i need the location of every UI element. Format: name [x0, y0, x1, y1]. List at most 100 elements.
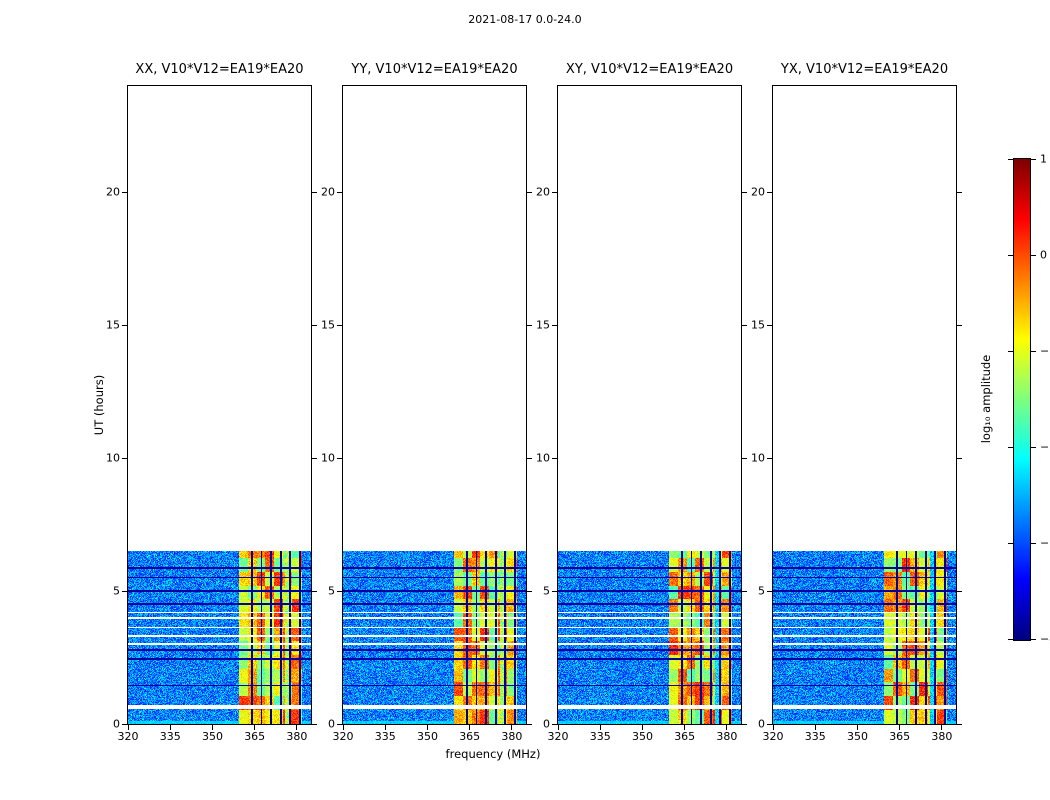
x-tick [557, 725, 559, 730]
y-tick-label: 10 [321, 451, 335, 465]
x-tick [384, 725, 386, 730]
colorbar-tick-label: −4 [1040, 632, 1050, 646]
y-tick [337, 324, 342, 326]
y-tick [767, 723, 772, 725]
spectrogram-canvas-yy [343, 551, 526, 724]
spectrogram-panel-xx: XX, V10*V12=EA19*EA20 0 5 10 15 20 320 335 350 3… [106, 62, 317, 742]
y-tick [337, 191, 342, 193]
y-tick-label: 10 [536, 451, 550, 465]
x-tick-label: 350 [416, 730, 438, 743]
x-tick-label: 380 [716, 730, 738, 743]
y-tick [527, 590, 532, 592]
spectrogram-panel-xy: XY, V10*V12=EA19*EA20 0 5 10 15 20 320 335 350 3… [536, 62, 747, 742]
y-tick [957, 324, 962, 326]
y-tick [742, 191, 747, 193]
y-tick-label: 5 [113, 584, 120, 598]
x-tick-label: 365 [889, 730, 911, 743]
x-tick-label: 350 [201, 730, 223, 743]
colorbar-tick [1008, 446, 1013, 448]
y-tick-label: 5 [758, 584, 765, 598]
y-tick-label: 0 [113, 717, 120, 731]
x-tick [814, 725, 816, 730]
colorbar-tick-label: 1 [1040, 152, 1047, 166]
x-tick-label: 350 [631, 730, 653, 743]
spectrogram-canvas-xx [128, 551, 311, 724]
x-tick [469, 725, 471, 730]
x-tick [726, 725, 728, 730]
y-tick-label: 5 [543, 584, 550, 598]
y-tick [122, 191, 127, 193]
y-tick-label: 15 [321, 318, 335, 332]
y-tick [337, 590, 342, 592]
x-tick [641, 725, 643, 730]
colorbar-label: log₁₀ amplitude [979, 354, 993, 444]
x-tick-label: 320 [762, 730, 784, 743]
y-tick-label: 20 [106, 185, 120, 199]
x-tick [511, 725, 513, 730]
x-tick [254, 725, 256, 730]
colorbar-tick [1031, 638, 1036, 640]
x-tick-label: 335 [589, 730, 611, 743]
colorbar-tick [1008, 350, 1013, 352]
y-tick [122, 324, 127, 326]
y-tick-label: 20 [321, 185, 335, 199]
y-tick [312, 457, 317, 459]
colorbar-tick [1008, 158, 1013, 160]
colorbar-tick [1031, 254, 1036, 256]
y-tick [312, 324, 317, 326]
x-tick [211, 725, 213, 730]
y-tick [957, 191, 962, 193]
x-tick [426, 725, 428, 730]
y-tick [552, 723, 557, 725]
x-tick-label: 320 [547, 730, 569, 743]
y-tick-label: 20 [751, 185, 765, 199]
x-tick-label: 335 [159, 730, 181, 743]
y-tick-label: 15 [106, 318, 120, 332]
x-axis-label: frequency (MHz) [445, 747, 541, 761]
y-tick [767, 590, 772, 592]
x-tick-label: 380 [931, 730, 953, 743]
y-tick [767, 191, 772, 193]
x-tick-label: 365 [244, 730, 266, 743]
y-tick-label: 0 [543, 717, 550, 731]
x-tick-label: 350 [846, 730, 868, 743]
spectrogram-canvas-yx [773, 551, 956, 724]
y-tick [527, 723, 532, 725]
y-tick-label: 0 [328, 717, 335, 731]
x-tick-label: 320 [117, 730, 139, 743]
y-tick [552, 590, 557, 592]
y-tick [742, 590, 747, 592]
colorbar-tick [1008, 542, 1013, 544]
y-tick [527, 457, 532, 459]
colorbar-tick-label: −2 [1040, 440, 1050, 454]
colorbar-tick-label: −1 [1040, 344, 1050, 358]
y-tick [312, 191, 317, 193]
colorbar: 1 0 −1 −2 −3 −4 [1008, 154, 1050, 645]
y-tick [122, 457, 127, 459]
colorbar-tick [1008, 638, 1013, 640]
spectrogram-canvas-xy [558, 551, 741, 724]
x-tick [169, 725, 171, 730]
colorbar-tick [1008, 254, 1013, 256]
y-axis-label: UT (hours) [92, 374, 106, 436]
colorbar-tick-label: 0 [1040, 248, 1047, 262]
x-tick-label: 380 [501, 730, 523, 743]
y-tick [552, 457, 557, 459]
x-tick [941, 725, 943, 730]
y-tick [767, 457, 772, 459]
y-tick-label: 15 [751, 318, 765, 332]
y-tick [122, 590, 127, 592]
colorbar-tick [1031, 446, 1036, 448]
y-tick [767, 324, 772, 326]
y-tick-label: 10 [751, 451, 765, 465]
x-tick-label: 320 [332, 730, 354, 743]
x-tick-label: 335 [804, 730, 826, 743]
y-tick-label: 10 [106, 451, 120, 465]
x-tick [127, 725, 129, 730]
panel-title-yy: YY, V10*V12=EA19*EA20 [351, 62, 518, 77]
y-tick-label: 20 [536, 185, 550, 199]
y-tick [957, 590, 962, 592]
y-tick [742, 324, 747, 326]
y-tick [122, 723, 127, 725]
y-tick [337, 723, 342, 725]
